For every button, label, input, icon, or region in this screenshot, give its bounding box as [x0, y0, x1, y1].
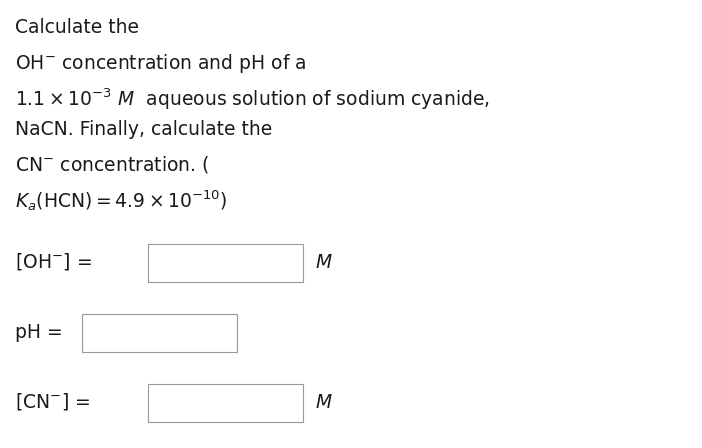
- Text: $1.1 \times 10^{-3}$ $\mathit{M}$  aqueous solution of sodium cyanide,: $1.1 \times 10^{-3}$ $\mathit{M}$ aqueou…: [15, 86, 490, 112]
- Text: $K_a\mathrm{(HCN)} = 4.9 \times 10^{-10}$): $K_a\mathrm{(HCN)} = 4.9 \times 10^{-10}…: [15, 188, 227, 213]
- Text: NaCN. Finally, calculate the: NaCN. Finally, calculate the: [15, 120, 272, 139]
- Text: $\mathit{M}$: $\mathit{M}$: [315, 253, 333, 271]
- Text: $[\mathrm{OH}^{-}]$ =: $[\mathrm{OH}^{-}]$ =: [15, 251, 92, 272]
- FancyBboxPatch shape: [148, 244, 303, 282]
- Text: $[\mathrm{CN}^{-}]$ =: $[\mathrm{CN}^{-}]$ =: [15, 392, 90, 413]
- Text: pH =: pH =: [15, 323, 62, 341]
- Text: $\mathrm{CN}^{-}$ concentration. (: $\mathrm{CN}^{-}$ concentration. (: [15, 154, 209, 175]
- Text: Calculate the: Calculate the: [15, 18, 139, 37]
- FancyBboxPatch shape: [148, 384, 303, 422]
- FancyBboxPatch shape: [82, 314, 237, 352]
- Text: $\mathit{M}$: $\mathit{M}$: [315, 392, 333, 412]
- Text: $\mathrm{OH}^{-}$ concentration and pH of a: $\mathrm{OH}^{-}$ concentration and pH o…: [15, 52, 306, 75]
